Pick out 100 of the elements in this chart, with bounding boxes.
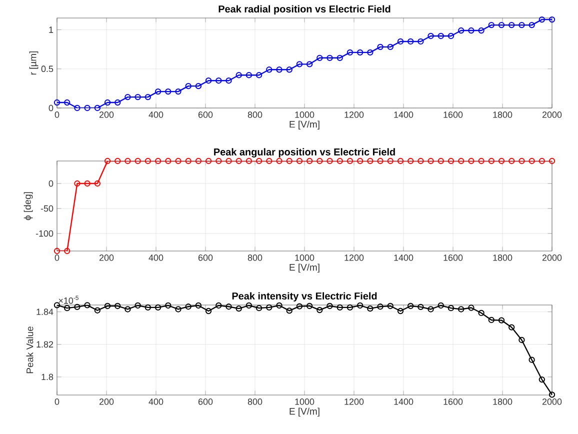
x-tick-label: 200 [99,112,114,118]
point [336,54,343,61]
point [387,158,394,164]
point [346,158,354,164]
point [488,316,494,324]
x-tick-label: 0 [54,398,60,405]
point [397,308,404,314]
point [246,158,252,164]
chart-title: Peak radial position vs Electric Field [218,5,390,14]
point [84,104,90,112]
point [498,22,505,28]
point [64,305,70,312]
point [124,158,131,164]
point [236,305,242,312]
point [144,94,151,100]
point [458,158,464,164]
point [205,158,212,164]
point [246,302,252,309]
point [538,16,545,23]
point [356,158,364,164]
x-tick-label: 600 [198,254,213,261]
point [367,158,374,164]
point [124,306,131,312]
x-tick-label: 1200 [344,254,364,261]
point [165,88,172,95]
x-tick-label: 1400 [394,254,414,261]
point [306,61,313,68]
point [165,158,172,164]
x-tick-label: 200 [99,254,114,261]
x-tick-label: 1000 [295,398,314,405]
x-tick-label: 1400 [394,398,414,405]
point [134,94,141,100]
point [205,78,212,84]
point [418,38,424,45]
point [438,158,444,164]
point [276,158,282,164]
x-tick-label: 1200 [344,398,364,405]
point [165,302,172,309]
point [195,158,202,164]
point [175,306,182,312]
point [448,305,454,312]
point [185,158,192,164]
point [397,38,404,45]
point [236,158,242,164]
point [387,302,394,310]
point [468,158,474,164]
point [326,302,333,310]
point [448,158,454,164]
point [276,302,282,309]
chart-title: Peak intensity vs Electric Field [232,292,377,302]
point [175,88,182,95]
point [205,308,212,314]
x-axis-title: E [V/m] [290,408,320,417]
point [498,158,505,164]
point [478,310,484,316]
point [114,158,121,164]
point [407,38,414,45]
point [216,78,222,84]
x-tick-label: 400 [148,398,164,405]
point [346,49,354,56]
y-tick-label: 1 [49,26,54,33]
point [296,303,303,310]
point [367,49,374,56]
y-tick-label: 1.8 [42,374,54,380]
point [387,44,394,50]
point [508,158,515,164]
chart-title: Peak angular position vs Electric Field [214,148,395,158]
point [478,158,484,164]
point [74,104,80,112]
point [286,308,292,314]
y-tick-label: -50 [40,205,54,212]
point [407,158,414,164]
x-tick-label: 1000 [295,254,314,261]
y-tick-label: 0 [48,180,54,187]
point [266,158,272,164]
point [286,158,292,164]
point [296,158,303,164]
point [84,180,90,187]
y-tick-label: 1.84 [36,308,54,316]
y-tick-label: 0 [48,104,54,112]
point [154,158,162,164]
point [518,22,525,28]
point [468,27,474,34]
point [458,27,464,34]
point [356,302,364,309]
point [175,158,182,164]
point [356,49,364,56]
point [144,304,151,311]
y-axis-title: Peak Value [26,326,34,374]
point [377,304,384,310]
x-tick-label: 1200 [344,112,364,118]
x-tick-label: 0 [54,254,60,261]
x-axis-title: E [V/m] [290,264,320,273]
point [216,302,222,309]
point [64,248,70,254]
point [256,305,262,312]
point [498,317,505,324]
point [84,302,90,308]
point [276,66,282,73]
point [134,302,141,309]
